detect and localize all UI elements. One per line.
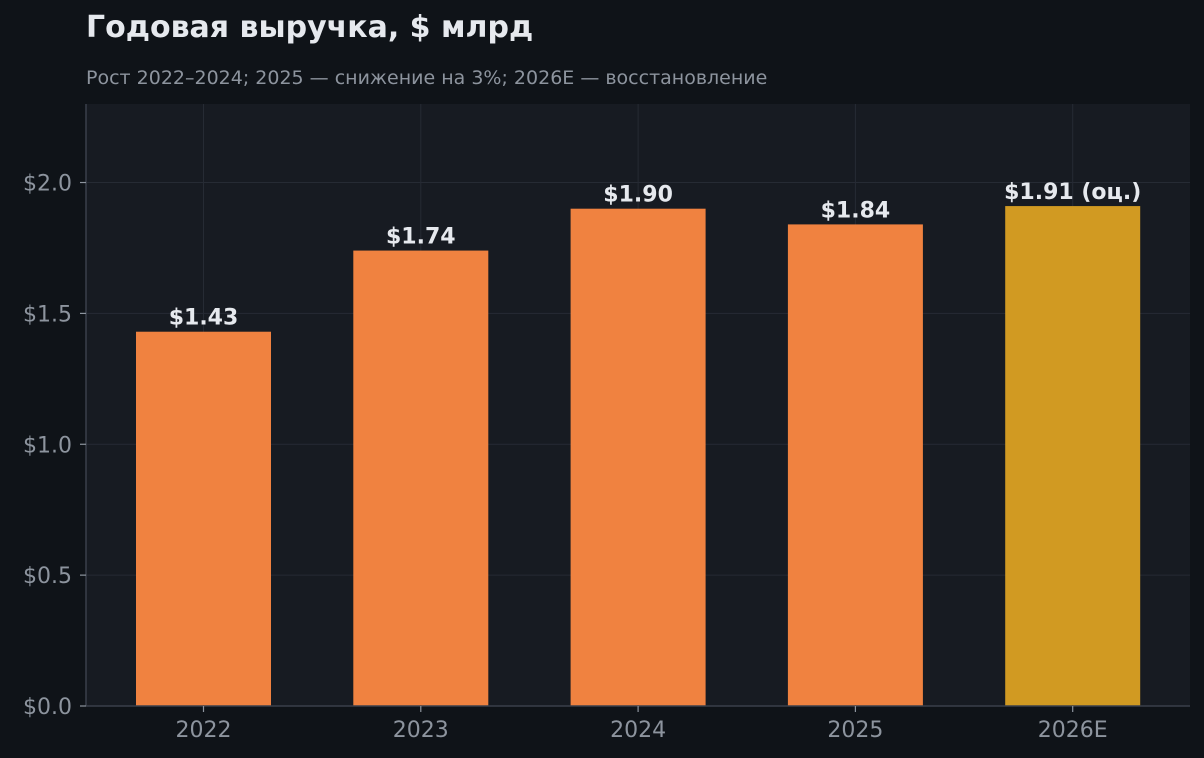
x-axis-ticks: 2022 2023 2024 2025 2026E [176, 706, 1108, 743]
y-tick-label: $2.0 [23, 172, 72, 197]
data-labels: $1.43 $1.74 $1.90 $1.84 $1.91 (оц.) [169, 180, 1142, 331]
data-label: $1.91 (оц.) [1004, 180, 1141, 205]
x-tick-label: 2026E [1038, 718, 1108, 743]
y-tick-label: $0.5 [23, 564, 72, 589]
y-tick-label: $1.5 [23, 302, 72, 327]
y-tick-label: $0.0 [23, 695, 72, 720]
data-label: $1.90 [603, 183, 673, 208]
bar [136, 331, 271, 706]
x-tick-label: 2025 [827, 718, 883, 743]
bar-estimate [1005, 206, 1141, 707]
bars [136, 206, 1141, 707]
bar [570, 208, 706, 706]
data-label: $1.43 [169, 306, 239, 331]
data-label: $1.74 [386, 225, 456, 250]
chart-title: Годовая выручка, $ млрд [86, 10, 534, 45]
x-tick-label: 2024 [610, 718, 666, 743]
y-axis-ticks: $0.0 $0.5 $1.0 $1.5 $2.0 [23, 172, 86, 720]
data-label: $1.84 [821, 198, 891, 223]
x-tick-label: 2022 [176, 718, 232, 743]
x-tick-label: 2023 [393, 718, 449, 743]
bar [353, 250, 489, 706]
y-tick-label: $1.0 [23, 433, 72, 458]
chart-subtitle: Рост 2022–2024; 2025 — снижение на 3%; 2… [86, 67, 768, 89]
bar [787, 224, 923, 706]
